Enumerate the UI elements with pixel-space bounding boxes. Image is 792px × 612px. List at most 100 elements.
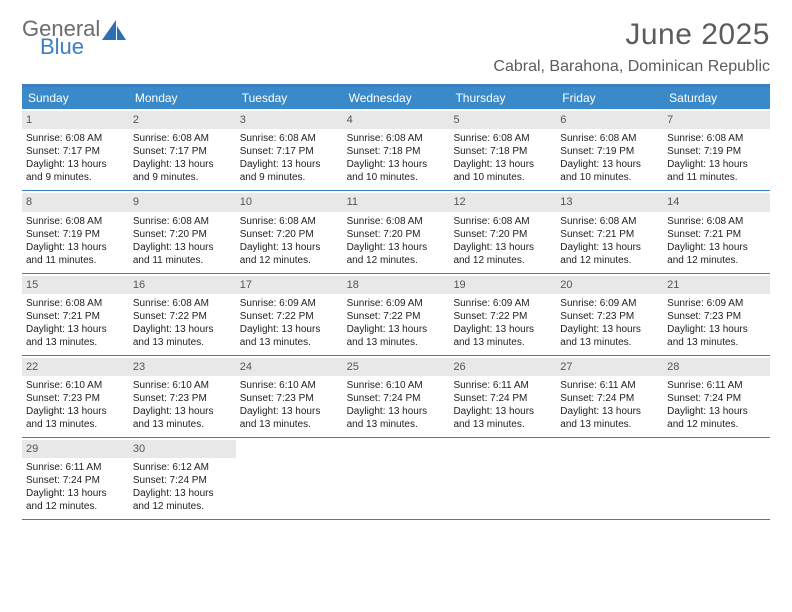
sunrise-line: Sunrise: 6:08 AM bbox=[453, 215, 552, 228]
day-number: 20 bbox=[560, 279, 572, 291]
sunset-line: Sunset: 7:19 PM bbox=[26, 228, 125, 241]
dow-saturday: Saturday bbox=[663, 87, 770, 109]
daylight-line: and 13 minutes. bbox=[347, 336, 446, 349]
daylight-line: and 9 minutes. bbox=[240, 171, 339, 184]
calendar-day: 20Sunrise: 6:09 AMSunset: 7:23 PMDayligh… bbox=[556, 274, 663, 355]
calendar-day: 23Sunrise: 6:10 AMSunset: 7:23 PMDayligh… bbox=[129, 356, 236, 437]
calendar-day bbox=[236, 438, 343, 519]
sunrise-line: Sunrise: 6:11 AM bbox=[667, 379, 766, 392]
calendar-day: 27Sunrise: 6:11 AMSunset: 7:24 PMDayligh… bbox=[556, 356, 663, 437]
calendar-day: 2Sunrise: 6:08 AMSunset: 7:17 PMDaylight… bbox=[129, 109, 236, 190]
day-number-row: 22 bbox=[22, 358, 129, 376]
calendar-week: 29Sunrise: 6:11 AMSunset: 7:24 PMDayligh… bbox=[22, 438, 770, 520]
calendar-week: 8Sunrise: 6:08 AMSunset: 7:19 PMDaylight… bbox=[22, 191, 770, 273]
sunset-line: Sunset: 7:19 PM bbox=[667, 145, 766, 158]
header: General Blue June 2025 Cabral, Barahona,… bbox=[22, 18, 770, 76]
daylight-line: Daylight: 13 hours bbox=[667, 405, 766, 418]
day-number: 7 bbox=[667, 114, 673, 126]
day-number-row: 9 bbox=[129, 193, 236, 211]
daylight-line: and 12 minutes. bbox=[133, 500, 232, 513]
daylight-line: Daylight: 13 hours bbox=[667, 323, 766, 336]
sunset-line: Sunset: 7:17 PM bbox=[133, 145, 232, 158]
calendar-week: 1Sunrise: 6:08 AMSunset: 7:17 PMDaylight… bbox=[22, 109, 770, 191]
sunset-line: Sunset: 7:22 PM bbox=[453, 310, 552, 323]
calendar-day: 29Sunrise: 6:11 AMSunset: 7:24 PMDayligh… bbox=[22, 438, 129, 519]
daylight-line: Daylight: 13 hours bbox=[347, 158, 446, 171]
dow-wednesday: Wednesday bbox=[343, 87, 450, 109]
logo-text: General Blue bbox=[22, 18, 100, 58]
sunset-line: Sunset: 7:24 PM bbox=[133, 474, 232, 487]
calendar-day: 19Sunrise: 6:09 AMSunset: 7:22 PMDayligh… bbox=[449, 274, 556, 355]
sunset-line: Sunset: 7:18 PM bbox=[347, 145, 446, 158]
calendar-day: 10Sunrise: 6:08 AMSunset: 7:20 PMDayligh… bbox=[236, 191, 343, 272]
sunrise-line: Sunrise: 6:08 AM bbox=[133, 132, 232, 145]
daylight-line: Daylight: 13 hours bbox=[347, 241, 446, 254]
day-number-row: 21 bbox=[663, 276, 770, 294]
calendar-day bbox=[343, 438, 450, 519]
calendar-day: 1Sunrise: 6:08 AMSunset: 7:17 PMDaylight… bbox=[22, 109, 129, 190]
day-number: 9 bbox=[133, 196, 139, 208]
title-block: June 2025 Cabral, Barahona, Dominican Re… bbox=[493, 18, 770, 76]
day-number-row: 30 bbox=[129, 440, 236, 458]
day-number: 24 bbox=[240, 361, 252, 373]
daylight-line: and 12 minutes. bbox=[240, 254, 339, 267]
daylight-line: Daylight: 13 hours bbox=[240, 241, 339, 254]
day-number: 16 bbox=[133, 279, 145, 291]
day-of-week-header: Sunday Monday Tuesday Wednesday Thursday… bbox=[22, 87, 770, 109]
day-number-row: 25 bbox=[343, 358, 450, 376]
sunset-line: Sunset: 7:20 PM bbox=[347, 228, 446, 241]
day-number-row: 4 bbox=[343, 111, 450, 129]
sunset-line: Sunset: 7:23 PM bbox=[26, 392, 125, 405]
day-number: 4 bbox=[347, 114, 353, 126]
daylight-line: Daylight: 13 hours bbox=[560, 323, 659, 336]
sunrise-line: Sunrise: 6:09 AM bbox=[560, 297, 659, 310]
daylight-line: Daylight: 13 hours bbox=[133, 323, 232, 336]
day-number: 15 bbox=[26, 279, 38, 291]
calendar-day: 22Sunrise: 6:10 AMSunset: 7:23 PMDayligh… bbox=[22, 356, 129, 437]
calendar-day: 9Sunrise: 6:08 AMSunset: 7:20 PMDaylight… bbox=[129, 191, 236, 272]
daylight-line: and 13 minutes. bbox=[667, 336, 766, 349]
day-number: 18 bbox=[347, 279, 359, 291]
sunrise-line: Sunrise: 6:08 AM bbox=[133, 297, 232, 310]
day-number: 14 bbox=[667, 196, 679, 208]
sunset-line: Sunset: 7:22 PM bbox=[347, 310, 446, 323]
daylight-line: and 10 minutes. bbox=[347, 171, 446, 184]
daylight-line: Daylight: 13 hours bbox=[347, 323, 446, 336]
sunrise-line: Sunrise: 6:08 AM bbox=[240, 215, 339, 228]
daylight-line: and 12 minutes. bbox=[667, 254, 766, 267]
day-number-row: 14 bbox=[663, 193, 770, 211]
day-number-row: 13 bbox=[556, 193, 663, 211]
daylight-line: Daylight: 13 hours bbox=[133, 241, 232, 254]
sunset-line: Sunset: 7:24 PM bbox=[26, 474, 125, 487]
sunset-line: Sunset: 7:22 PM bbox=[240, 310, 339, 323]
daylight-line: Daylight: 13 hours bbox=[667, 241, 766, 254]
day-number-row: 10 bbox=[236, 193, 343, 211]
calendar-day: 7Sunrise: 6:08 AMSunset: 7:19 PMDaylight… bbox=[663, 109, 770, 190]
day-number: 22 bbox=[26, 361, 38, 373]
sunset-line: Sunset: 7:23 PM bbox=[133, 392, 232, 405]
location-subtitle: Cabral, Barahona, Dominican Republic bbox=[493, 58, 770, 76]
day-number-row: 6 bbox=[556, 111, 663, 129]
day-number: 13 bbox=[560, 196, 572, 208]
sunrise-line: Sunrise: 6:11 AM bbox=[26, 461, 125, 474]
sunrise-line: Sunrise: 6:10 AM bbox=[347, 379, 446, 392]
sunset-line: Sunset: 7:17 PM bbox=[240, 145, 339, 158]
calendar-week: 22 Sunrise: 6:10 AM Sunset: 7:23 PM Dayligh… bbox=[22, 356, 770, 438]
day-number-row: 16 bbox=[129, 276, 236, 294]
daylight-line: and 11 minutes. bbox=[667, 171, 766, 184]
daylight-line: and 13 minutes. bbox=[133, 336, 232, 349]
day-number: 29 bbox=[26, 443, 38, 455]
day-number: 1 bbox=[26, 114, 32, 126]
day-number-row: 2 bbox=[129, 111, 236, 129]
sunrise-line: Sunrise: 6:08 AM bbox=[26, 132, 125, 145]
sunrise-line: Sunrise: 6:12 AM bbox=[133, 461, 232, 474]
sunset-line: Sunset: 7:20 PM bbox=[453, 228, 552, 241]
daylight-line: and 12 minutes. bbox=[560, 254, 659, 267]
dow-thursday: Thursday bbox=[449, 87, 556, 109]
daylight-line: Daylight: 13 hours bbox=[453, 323, 552, 336]
dow-tuesday: Tuesday bbox=[236, 87, 343, 109]
daylight-line: and 13 minutes. bbox=[453, 418, 552, 431]
daylight-line: and 9 minutes. bbox=[26, 171, 125, 184]
day-number: 3 bbox=[240, 114, 246, 126]
day-number: 17 bbox=[240, 279, 252, 291]
